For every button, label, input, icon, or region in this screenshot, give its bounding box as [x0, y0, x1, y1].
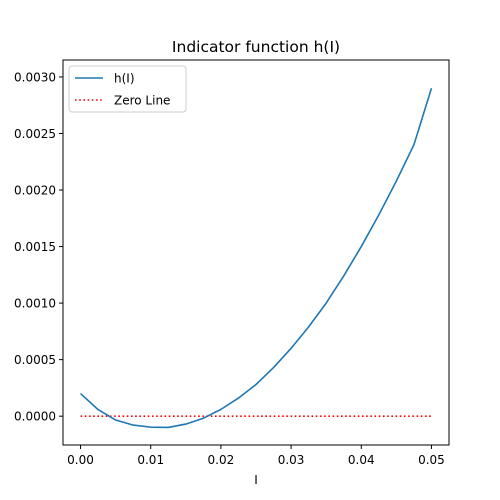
y-tick-label: 0.0015: [14, 240, 56, 254]
x-axis-label: I: [254, 473, 258, 487]
y-tick-label: 0.0000: [14, 410, 56, 424]
y-tick-label: 0.0030: [14, 70, 56, 84]
y-tick-label: 0.0010: [14, 297, 56, 311]
x-tick-label: 0.04: [348, 453, 375, 467]
legend: h(I) Zero Line: [68, 65, 187, 113]
legend-label-h-i: h(I): [114, 72, 135, 86]
x-tick-label: 0.01: [137, 453, 164, 467]
x-tick-label: 0.02: [208, 453, 235, 467]
legend-label-zero-line: Zero Line: [114, 94, 170, 108]
y-tick-label: 0.0005: [14, 353, 56, 367]
x-tick-label: 0.00: [67, 453, 94, 467]
plot-area: [80, 88, 433, 429]
chart-title: Indicator function h(I): [172, 38, 340, 56]
y-axis: 0.0000 0.0005 0.0010 0.0015 0.0020 0.0025 0.00…: [14, 70, 63, 424]
series-line-h-i: [80, 88, 433, 429]
plot-frame: [62, 59, 450, 446]
x-tick-label: 0.03: [278, 453, 305, 467]
x-tick-label: 0.05: [418, 453, 445, 467]
x-axis: 0.00 0.01 0.02 0.03 0.04 0.05: [67, 445, 445, 467]
y-tick-label: 0.0020: [14, 184, 56, 198]
y-tick-label: 0.0025: [14, 127, 56, 141]
